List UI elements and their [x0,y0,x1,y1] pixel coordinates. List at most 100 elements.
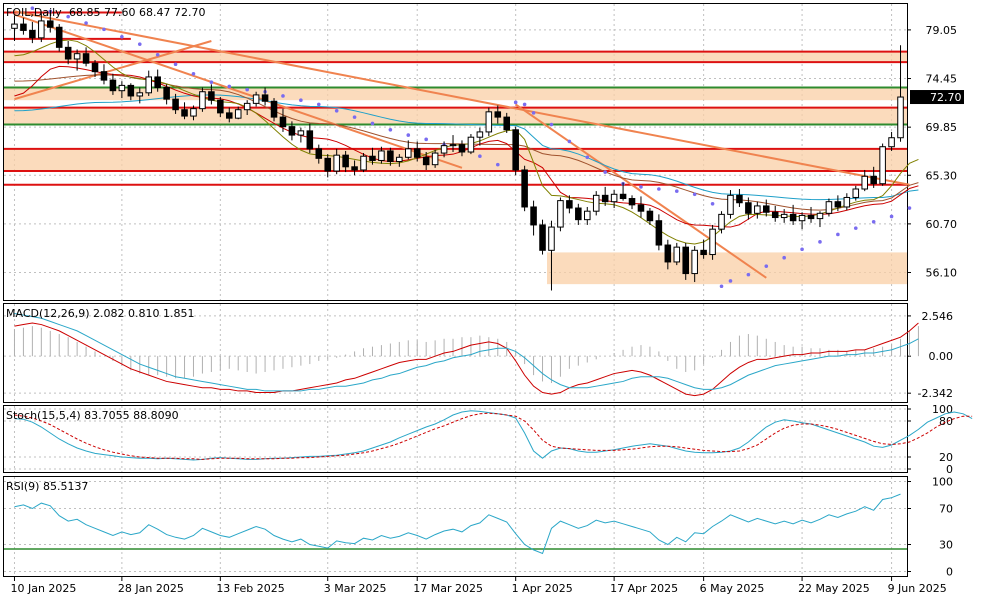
candle-body-bear [834,201,842,208]
candle [288,121,296,141]
candle [584,206,591,225]
price-tick-label: 74.45 [926,73,958,86]
candle [100,64,108,85]
price-tick-label: 69.85 [926,121,958,134]
candle-body-bull [378,150,385,161]
candle [190,105,197,121]
candle-body-bear [575,207,582,221]
candle [396,154,403,167]
candle [297,127,305,143]
stoch-signal-line [14,412,973,460]
x-tick-label: 17 Mar 2025 [413,582,483,595]
candle [861,169,868,192]
candle [351,160,358,176]
sar-dot [853,226,858,230]
candles [11,11,904,291]
candle-body-bull [584,210,591,221]
candle-body-bear [566,200,573,209]
candle [512,126,519,176]
macd-pane-frame [3,303,908,403]
candle-body-bull [709,228,716,256]
candle-body-bear [342,154,349,168]
candle-body-bull [718,213,725,230]
candle-body-bear [521,169,528,208]
sar-dot [889,214,894,219]
candle [763,199,770,217]
sar-dot [155,52,160,57]
candle [226,107,233,123]
trend-line [515,103,767,279]
x-tick-label: 13 Feb 2025 [216,582,284,595]
sr-zones [4,51,907,285]
candle [691,246,698,283]
candle [279,108,287,132]
candle-body-bull [879,146,886,185]
candle [700,239,707,259]
candle [727,190,734,219]
candle-body-bear [539,224,546,251]
candle [503,112,510,133]
candle [387,147,394,166]
candle [807,206,815,223]
candle-body-bear [226,112,233,119]
candle [816,211,824,228]
candle [431,149,439,168]
candle [47,11,54,33]
candle-body-bull [145,76,152,94]
candle-body-bear [387,150,394,163]
stoch-pane-frame [3,405,908,473]
trend-line [14,13,463,169]
candle [476,127,484,146]
sar-dot [120,34,124,39]
candle [825,198,833,217]
sar-dot [30,6,35,11]
candle-body-bull [816,212,824,220]
candle [718,211,725,234]
sar-dot [406,133,411,137]
candle [306,123,314,154]
price-pane-frame [3,3,908,301]
sar-dot [388,128,393,132]
candle-body-bull [440,145,448,154]
sar-dot [692,192,697,197]
candle-body-bull [888,137,895,148]
candle [601,186,609,206]
candle [324,154,331,178]
sar-dot [84,21,88,25]
sar-dot [227,84,232,89]
candle [136,87,144,104]
candle [646,208,654,225]
sar-dot [800,247,804,252]
candle-body-bull [727,194,734,215]
sar-dot [352,115,357,119]
candle [637,196,645,218]
trend-line [14,40,212,101]
sar-dot [316,102,321,107]
candle-body-bear [100,71,108,81]
parabolic-sar [30,6,912,289]
candle [234,106,242,120]
rsi-indicator: 100 70 30 0 [4,476,953,579]
candle-body-bull [73,53,81,60]
macd-signal-line [14,312,919,392]
candle [610,190,618,209]
candle [64,41,72,65]
trend-lines [14,10,910,279]
candle-body-bull [897,96,904,139]
candle [575,203,582,225]
candle-body-bull [476,131,484,138]
sar-dot [639,185,643,189]
candle [458,140,466,157]
candle [55,24,63,52]
rsi-line [14,493,901,555]
indicator-tick-label: 0 [946,463,953,476]
candle [91,60,99,77]
candle [208,84,215,105]
candle [557,197,564,232]
candle-body-bull [861,175,868,190]
candle-body-bull [136,92,144,97]
x-axis-labels: 10 Jan 2025 28 Jan 2025 13 Feb 2025 3 Mar 2… [10,577,947,595]
